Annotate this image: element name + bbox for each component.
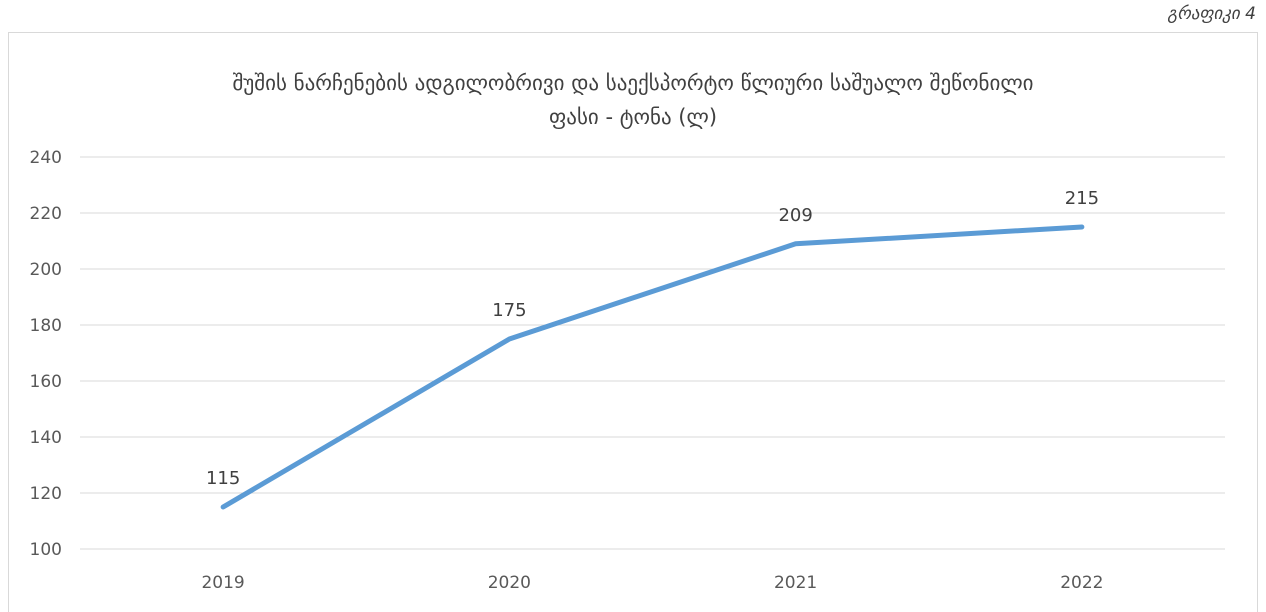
data-label-2021: 209 — [778, 205, 812, 226]
y-tick-label-120: 120 — [30, 484, 62, 504]
series-line-0 — [220, 224, 1085, 510]
figure-caption: გრაფიკი 4 — [1167, 4, 1256, 24]
data-labels: 115 175 209 215 — [206, 188, 1099, 489]
x-tick-label-2019: 2019 — [201, 573, 244, 593]
x-tick-label-2022: 2022 — [1060, 573, 1103, 593]
gridlines — [80, 156, 1225, 550]
chart-frame — [8, 32, 1258, 612]
chart-title-line-1: შუშის ნარჩენების ადგილობრივი და საექსპორ… — [232, 71, 1034, 95]
x-axis-tick-labels: 2019 2020 2021 2022 — [201, 573, 1103, 593]
x-tick-label-2020: 2020 — [488, 573, 531, 593]
y-axis-tick-labels: 100 120 140 160 180 200 220 240 — [30, 148, 62, 560]
y-tick-label-220: 220 — [30, 204, 62, 224]
y-tick-label-100: 100 — [30, 540, 62, 560]
x-tick-label-2021: 2021 — [774, 573, 817, 593]
y-tick-label-140: 140 — [30, 428, 62, 448]
data-label-2020: 175 — [492, 300, 526, 321]
y-tick-label-160: 160 — [30, 372, 62, 392]
y-tick-label-180: 180 — [30, 316, 62, 336]
chart-title-line-2: ფასი - ტონა (ლ) — [548, 105, 718, 129]
y-tick-label-200: 200 — [30, 260, 62, 280]
y-tick-label-240: 240 — [30, 148, 62, 168]
data-label-2019: 115 — [206, 468, 240, 489]
chart-title: შუშის ნარჩენების ადგილობრივი და საექსპორ… — [0, 66, 1266, 134]
series-line — [220, 224, 1085, 510]
data-label-2022: 215 — [1065, 188, 1099, 209]
